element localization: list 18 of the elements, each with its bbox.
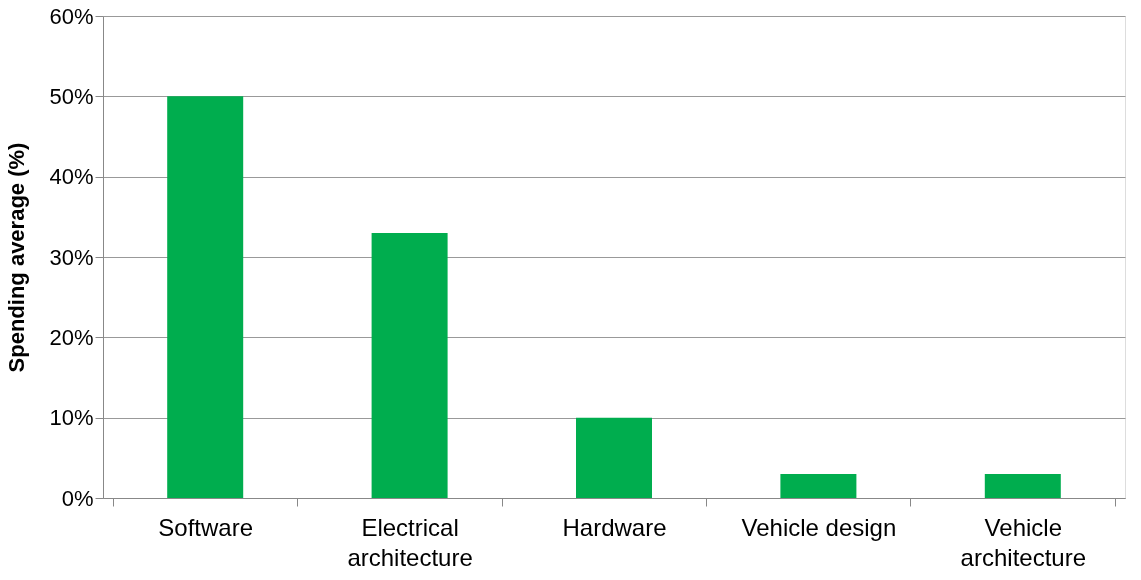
y-tick-label: 60% (49, 3, 94, 29)
y-tick-label: 50% (49, 83, 94, 109)
x-tick-label: Vehicle design (741, 513, 897, 541)
x-tick-label: Electrical architecture (347, 513, 473, 571)
x-tick-label: Vehicle architecture (960, 513, 1086, 571)
y-tick-label: 30% (49, 244, 94, 270)
bar (371, 232, 448, 498)
bar (167, 96, 244, 498)
x-tick-label: Hardware (562, 513, 667, 541)
x-tick-label: Software (158, 513, 254, 541)
y-tick-label: 20% (49, 324, 94, 350)
bar (576, 417, 652, 498)
y-tick-label: 10% (49, 405, 94, 431)
bar (984, 473, 1061, 498)
y-tick-label: 40% (49, 164, 94, 190)
y-tick-label: 0% (61, 485, 94, 511)
y-axis-title: Spending average (%) (4, 142, 30, 373)
bar (780, 473, 857, 498)
